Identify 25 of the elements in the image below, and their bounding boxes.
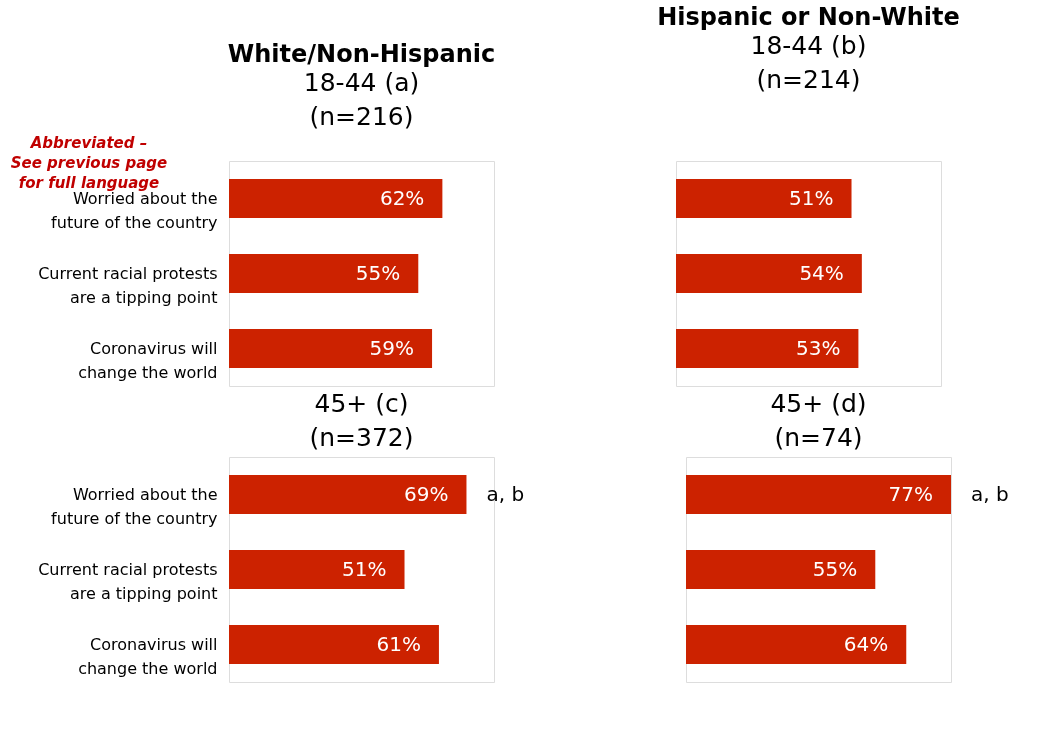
y-tick-label: Worried about the future of the country [51,484,218,528]
chart-title: 45+ (c) (n=372) [309,389,414,452]
chart-subtitle: 18-44 (b) (n=214) [750,31,867,94]
data-label: 54% [799,260,844,285]
data-label: 55% [355,260,401,285]
data-label: 61% [376,631,421,656]
data-label: 59% [369,335,415,360]
data-label: 64% [843,631,889,656]
y-tick-label: Current racial protests are a tipping point [38,263,218,307]
data-label: 77% [888,481,933,506]
y-tick-label: Current racial protests are a tipping point [38,559,218,603]
chart-title: 45+ (d) (n=74) [770,389,867,452]
data-label: 53% [795,335,841,360]
data-label: 62% [379,185,425,210]
data-label: 51% [789,185,834,210]
chart-title: Hispanic or Non-White [657,3,960,31]
data-label: 51% [342,556,387,581]
annotation: a, b [971,481,1009,506]
chart-title: White/Non-Hispanic [227,40,496,68]
y-tick-label: Coronavirus will change the world [78,634,218,678]
chart-subtitle: 18-44 (a) (n=216) [303,68,420,131]
data-label: 55% [812,556,858,581]
annotation: a, b [486,481,525,506]
y-tick-label: Coronavirus will change the world [78,338,218,382]
data-label: 69% [404,481,449,506]
